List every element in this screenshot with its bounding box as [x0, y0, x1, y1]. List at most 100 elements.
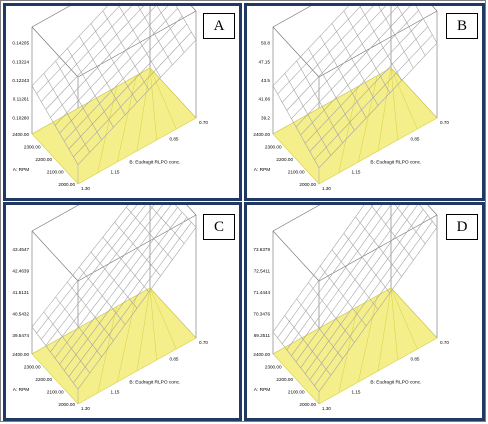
mesh-line — [31, 205, 129, 328]
rpm-tick-label: 2100.00 — [288, 390, 305, 395]
rpm-axis-label: A: RPM — [13, 387, 30, 393]
z-tick-label: 0.12243 — [12, 78, 29, 83]
conc-tick-label: 0.70 — [199, 120, 208, 125]
z-axis-label: % CDR at 8 hours — [6, 273, 7, 312]
conc-tick-label: 0.85 — [170, 357, 179, 362]
surface-mesh — [31, 6, 197, 184]
contour-floor — [272, 67, 438, 185]
rpm-tick-label: 2100.00 — [288, 170, 305, 175]
mesh-line — [272, 205, 365, 333]
conc-tick-label: 0.70 — [440, 120, 449, 125]
rpm-tick-label: 2400.00 — [253, 132, 270, 137]
rpm-axis-label: A: RPM — [254, 387, 271, 393]
surface-plot: 0.10280 0.11261 0.12243 0.13224 0.14205 Mucoa… — [6, 6, 208, 191]
mesh-line — [343, 10, 391, 94]
contour-line — [358, 295, 378, 383]
contour-line — [377, 67, 392, 152]
contour-line — [149, 287, 177, 350]
conc-tick-label: 0.70 — [199, 340, 208, 345]
z-axis-label: % CDR at 16 hours — [247, 271, 248, 313]
mesh-line — [419, 205, 438, 228]
mesh-line — [286, 6, 386, 111]
rpm-tick-label: 2000.00 — [299, 182, 316, 187]
plot-box-edge — [272, 230, 320, 282]
mesh-line — [137, 6, 173, 66]
rpm-tick-label: 2200.00 — [276, 377, 293, 382]
plot-box-edge — [272, 6, 312, 28]
conc-tick-label: 0.85 — [170, 137, 179, 142]
mesh-line — [175, 205, 197, 228]
z-tick-label: 70.3476 — [253, 312, 270, 317]
z-tick-label: 72.5411 — [254, 268, 271, 273]
mesh-line — [272, 6, 349, 87]
surface-plot: 39.2 41.66 43.5 47.15 50.8 Percentage swellin… — [247, 6, 449, 191]
surface-plot: 39.5474 40.5432 41.5131 42.4639 43.4547 % CDR… — [6, 205, 208, 411]
contour-floor — [31, 287, 197, 405]
z-tick-label: 40.5432 — [12, 312, 29, 317]
rpm-tick-label: 2100.00 — [47, 170, 64, 175]
mesh-line — [395, 205, 426, 244]
rpm-tick-label: 2200.00 — [35, 377, 52, 382]
z-tick-label: 39.2 — [261, 115, 270, 120]
contour-line — [338, 86, 358, 174]
mesh-line — [156, 6, 185, 53]
rpm-tick-label: 2000.00 — [58, 402, 75, 407]
contour-line — [390, 287, 418, 350]
z-tick-label: 0.10280 — [12, 115, 29, 120]
mesh-line — [291, 6, 399, 119]
mesh-line — [277, 6, 362, 95]
z-tick-label: 42.4639 — [12, 268, 29, 273]
mesh-line — [118, 6, 161, 78]
mesh-line — [36, 6, 120, 94]
mesh-line — [54, 205, 172, 359]
contour-line — [136, 67, 151, 152]
rpm-axis-label: A: RPM — [13, 167, 30, 173]
rpm-tick-label: 2300.00 — [265, 365, 282, 370]
contour-line — [117, 295, 137, 383]
z-tick-label: 41.5131 — [12, 290, 29, 295]
conc-tick-label: 0.85 — [411, 137, 420, 142]
conc-axis-label: B: Eudragit RLPO conc. — [129, 160, 180, 166]
z-axis-label: Percentage swelling index — [247, 52, 248, 108]
mesh-line — [295, 6, 411, 128]
panel-label-badge: C — [203, 214, 235, 240]
panel-label-badge: A — [203, 13, 235, 39]
surface-mesh — [272, 6, 438, 184]
mesh-line — [397, 6, 426, 56]
conc-axis-label: B: Eudragit RLPO conc. — [370, 380, 421, 386]
plot-box-edge — [31, 6, 71, 28]
contour-line — [149, 67, 157, 141]
z-tick-label: 43.5 — [261, 78, 270, 83]
mesh-line — [102, 10, 150, 90]
z-tick-label: 41.66 — [259, 97, 271, 102]
contour-line — [390, 67, 418, 130]
z-tick-label: 69.2511 — [254, 333, 271, 338]
z-tick-label: 50.8 — [261, 41, 270, 46]
rpm-tick-label: 2300.00 — [24, 145, 41, 150]
z-tick-label: 0.13224 — [12, 59, 29, 64]
conc-axis-label: B: Eudragit RLPO conc. — [129, 380, 180, 386]
rpm-tick-label: 2100.00 — [47, 390, 64, 395]
mesh-line — [343, 233, 391, 294]
panel-label-badge: D — [446, 214, 478, 240]
mesh-line — [40, 6, 132, 102]
rpm-tick-label: 2200.00 — [35, 157, 52, 162]
conc-tick-label: 0.85 — [411, 357, 420, 362]
rpm-tick-label: 2000.00 — [58, 182, 75, 187]
mesh-line — [175, 6, 197, 41]
mesh-line — [277, 205, 374, 338]
mesh-line — [355, 216, 402, 277]
plot-box-edge — [31, 205, 80, 232]
mesh-line — [149, 205, 185, 244]
plot-box-edge — [31, 230, 79, 282]
mesh-line — [126, 207, 173, 260]
chart-panel-a: A 0.10280 0.11261 0.12243 0.13224 0.14205 Muco… — [3, 3, 242, 201]
plot-box-edge — [31, 26, 79, 78]
mesh-line — [45, 6, 145, 110]
contour-floor — [272, 287, 438, 405]
mesh-line — [359, 6, 402, 81]
surface-mesh — [272, 205, 438, 404]
contour-line — [97, 86, 117, 174]
conc-tick-label: 1.30 — [322, 406, 331, 411]
contour-line — [97, 306, 117, 394]
